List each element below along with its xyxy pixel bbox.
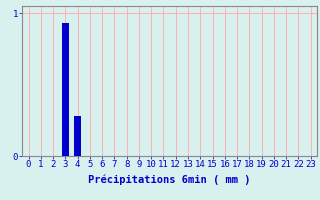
X-axis label: Précipitations 6min ( mm ): Précipitations 6min ( mm ) (88, 175, 251, 185)
Bar (62, 23, 69, 156)
Bar (74, 116, 81, 156)
